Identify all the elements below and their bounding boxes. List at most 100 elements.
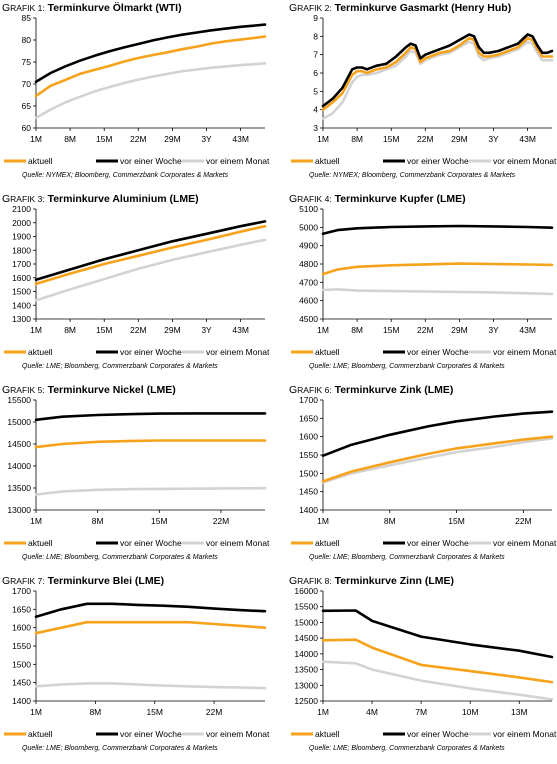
series-line-aktuell [34,224,267,286]
y-tick-label: 1650 [299,413,318,423]
chart-source: Quelle: LME; Bloomberg, Commerzbank Corp… [309,745,505,752]
chart-plot: 1400 1450 1500 1550 1600 1650 1700 1M 8M 15M 22M ak… [4,586,270,739]
x-tick-label: 3Y [488,134,499,144]
chart-title-prefix-rest: RAFIK 5: [10,385,45,395]
series-line-woche [321,33,554,108]
chart-title-text: Terminkurve Kupfer (LME) [334,193,466,205]
chart-title-text: Terminkurve Blei (LME) [47,575,165,587]
y-tick-label: 4900 [299,241,318,251]
series-line-monat [321,660,554,701]
y-tick-label: 2000 [12,218,31,228]
y-tick-label: 13000 [7,505,31,515]
x-tick-label: 15M [448,516,465,526]
y-tick-label: 14500 [294,633,318,643]
legend-label-aktuell: aktuell [315,347,340,357]
y-tick-label: 70 [22,79,32,89]
x-tick-label: 1M [317,707,329,717]
chart-panel-8: GRAFIK 8: Terminkurve Zinn (LME) 12500 130… [287,573,557,764]
series-line-aktuell [321,262,554,276]
x-tick-label: 10M [462,707,479,717]
chart-title: GRAFIK 1: Terminkurve Ölmarkt (WTI) [2,2,182,14]
legend-label-monat: vor einem Monat [206,538,270,548]
legend-label-woche: vor einer Woche [407,538,469,548]
x-tick-label: 22M [130,325,147,335]
x-tick-label: 7M [415,707,427,717]
x-tick-label: 15M [383,134,400,144]
chart-source: Quelle: NYMEX; Bloomberg, Commerzbank Co… [309,172,516,179]
chart-title: GRAFIK 2: Terminkurve Gasmarkt (Henry Hu… [289,2,511,14]
x-tick-label: 13M [511,707,528,717]
y-tick-label: 15000 [7,417,31,427]
chart-title: GRAFIK 7: Terminkurve Blei (LME) [2,575,164,587]
y-tick-label: 1500 [299,468,318,478]
chart-source: Quelle: NYMEX; Bloomberg, Commerzbank Co… [22,172,229,179]
x-tick-label: 22M [213,516,230,526]
y-tick-label: 4 [313,105,318,115]
y-tick-label: 13000 [294,680,318,690]
y-tick-label: 85 [22,13,32,23]
y-tick-label: 1300 [12,314,31,324]
y-tick-label: 14000 [294,649,318,659]
chart-title-prefix-rest: RAFIK 8: [297,576,332,586]
y-tick-label: 60 [22,123,32,133]
y-tick-label: 1900 [12,232,31,242]
y-tick-label: 1500 [12,287,31,297]
x-tick-label: 15M [383,325,400,335]
x-tick-label: 29M [164,134,181,144]
x-tick-label: 1M [317,516,329,526]
chart-plot: 4500 4600 4700 4800 4900 5000 5100 1M 8M 15M 22M 29… [291,204,557,357]
y-tick-label: 6 [313,68,318,78]
legend-label-woche: vor einer Woche [407,156,469,166]
series-line-aktuell [34,35,267,98]
x-tick-label: 43M [232,325,249,335]
chart-title-prefix-rest: RAFIK 2: [297,3,332,13]
x-tick-label: 3Y [201,134,212,144]
legend-label-woche: vor einer Woche [120,729,182,739]
x-tick-label: 1M [30,325,42,335]
chart-plot: 3 4 5 6 7 8 9 1M 8M 15M 22M 29M 3Y 43M aktuell vor eine… [291,13,557,166]
x-tick-label: 1M [30,134,42,144]
chart-title-text: Terminkurve Ölmarkt (WTI) [47,2,182,14]
legend-label-woche: vor einer Woche [407,347,469,357]
chart-source: Quelle: LME; Bloomberg, Commerzbank Corp… [309,363,505,370]
y-tick-label: 1600 [299,432,318,442]
chart-title-prefix-rest: RAFIK 3: [10,194,45,204]
legend-label-woche: vor einer Woche [407,729,469,739]
series-line-woche [34,412,267,422]
y-tick-label: 15500 [294,602,318,612]
y-tick-label: 1450 [299,487,318,497]
x-tick-label: 15M [96,325,113,335]
series-line-monat [321,288,554,296]
x-tick-label: 4M [366,707,378,717]
x-tick-label: 3Y [201,325,212,335]
series-line-woche [34,602,267,619]
x-tick-label: 1M [317,134,329,144]
y-tick-label: 4700 [299,277,318,287]
y-tick-label: 1550 [12,641,31,651]
x-tick-label: 22M [130,134,147,144]
y-tick-label: 4600 [299,296,318,306]
y-tick-label: 80 [22,35,32,45]
y-tick-label: 5 [313,86,318,96]
legend-label-woche: vor einer Woche [120,156,182,166]
series-line-aktuell [321,435,554,483]
x-tick-label: 1M [317,325,329,335]
x-tick-label: 3Y [488,325,499,335]
y-tick-label: 1500 [12,659,31,669]
chart-panel-3: GRAFIK 3: Terminkurve Aluminium (LME) 130… [0,191,270,382]
chart-title: GRAFIK 6: Terminkurve Zink (LME) [289,384,453,396]
chart-title-prefix: G [2,2,11,14]
chart-plot: 60 65 70 75 80 85 1M 8M 15M 22M 29M 3Y 43M aktuell vor… [4,13,270,166]
chart-title-text: Terminkurve Nickel (LME) [47,384,176,396]
x-tick-label: 15M [96,134,113,144]
x-tick-label: 8M [64,134,76,144]
chart-title-prefix: G [289,193,298,205]
chart-title-prefix: G [289,2,298,14]
legend-label-woche: vor einer Woche [120,538,182,548]
legend-label-aktuell: aktuell [315,156,340,166]
x-tick-label: 1M [30,516,42,526]
chart-panel-7: GRAFIK 7: Terminkurve Blei (LME) 1400 1450… [0,573,270,764]
y-tick-label: 13500 [294,665,318,675]
legend-label-monat: vor einem Monat [493,156,557,166]
x-tick-label: 43M [519,134,536,144]
